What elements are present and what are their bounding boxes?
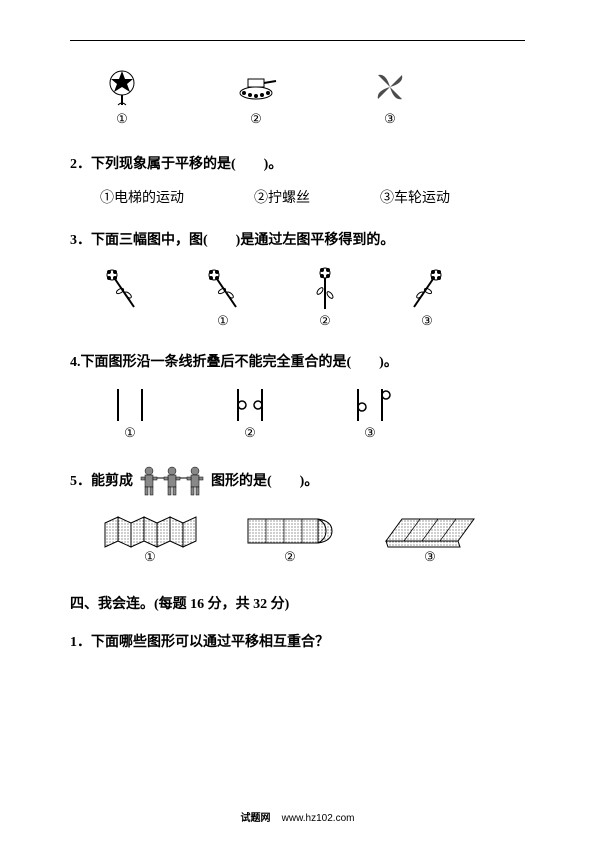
q5-label-1: ① [144,549,156,565]
q5-fig-3: ③ [380,511,480,565]
top-rule [70,40,525,41]
q2-options: ①电梯的运动 ②拧螺丝 ③车轮运动 [100,187,525,207]
q1-label-1: ① [116,111,128,127]
q4-label-2: ② [244,425,256,441]
pinwheel-icon [368,65,412,109]
q5-num: 5． [70,470,91,490]
q4-num: 4. [70,355,81,370]
q3-body: 下面三幅图中，图( )是通过左图平移得到的。 [91,233,394,248]
q1-image-1: ① [100,65,144,127]
ornament-icon [100,65,144,109]
q4-text: 4.下面图形沿一条线折叠后不能完全重合的是( )。 [70,351,525,371]
q5-label-2: ② [284,549,296,565]
q4-label-1: ① [124,425,136,441]
roll-fold-icon [240,511,340,549]
lines-circles-icon [220,385,280,425]
lines-icon [100,385,160,425]
q4-label-3: ③ [364,425,376,441]
q5-image-row: ① ② [100,511,525,565]
q5-fig-1: ① [100,511,200,565]
q3-label-2: ② [319,313,331,329]
s4-q1-num: 1． [70,635,91,650]
q3-num: 3． [70,233,91,248]
q5-label-3: ③ [424,549,436,565]
flower-icon [202,263,244,313]
lines-circles-offset-icon [340,385,400,425]
tank-icon [234,65,278,109]
q2-opt-3: ③车轮运动 [380,187,450,207]
flower-icon [100,263,142,313]
q3-label-1: ① [217,313,229,329]
s4-q1-text: 1．下面哪些图形可以通过平移相互重合？ [70,631,525,651]
q5-text: 5． 能剪成 图形的是( )。 [70,463,525,497]
q3-label-3: ③ [421,313,433,329]
flower-icon [304,263,346,313]
q1-image-row: ① ② ③ [100,65,525,127]
diagonal-fold-icon [380,511,480,549]
q4-fig-2: ② [220,385,280,441]
q3-ref-flower [100,263,142,329]
q4-body: 下面图形沿一条线折叠后不能完全重合的是( )。 [81,355,398,370]
q4-fig-3: ③ [340,385,400,441]
q4-fig-1: ① [100,385,160,441]
paper-dolls-icon [137,463,207,497]
page-footer: 试题网 www.hz102.com [0,809,595,824]
accordion-fold-icon [100,511,200,549]
q1-image-2: ② [234,65,278,127]
q5-text-a: 能剪成 [91,470,133,490]
q2-body: 下列现象属于平移的是( )。 [91,157,282,172]
q1-image-3: ③ [368,65,412,127]
q2-text: 2．下列现象属于平移的是( )。 [70,153,525,173]
q3-image-row: ① ② ③ [100,263,525,329]
q4-image-row: ① ② ③ [100,385,525,441]
q5-fig-2: ② [240,511,340,565]
q3-flower-3: ③ [406,263,448,329]
q2-opt-2: ②拧螺丝 [254,187,310,207]
flower-icon [406,263,448,313]
q3-flower-2: ② [304,263,346,329]
section-4-title: 四、我会连。(每题 16 分，共 32 分) [70,593,525,613]
q5-text-b: 图形的是( )。 [211,470,318,490]
q1-label-3: ③ [384,111,396,127]
footer-url: www.hz102.com [282,813,355,824]
footer-site-name: 试题网 [241,813,271,824]
q2-opt-1: ①电梯的运动 [100,187,184,207]
s4-q1-body: 下面哪些图形可以通过平移相互重合？ [91,635,329,650]
q1-label-2: ② [250,111,262,127]
q3-text: 3．下面三幅图中，图( )是通过左图平移得到的。 [70,229,525,249]
q2-num: 2． [70,157,91,172]
q3-flower-1: ① [202,263,244,329]
